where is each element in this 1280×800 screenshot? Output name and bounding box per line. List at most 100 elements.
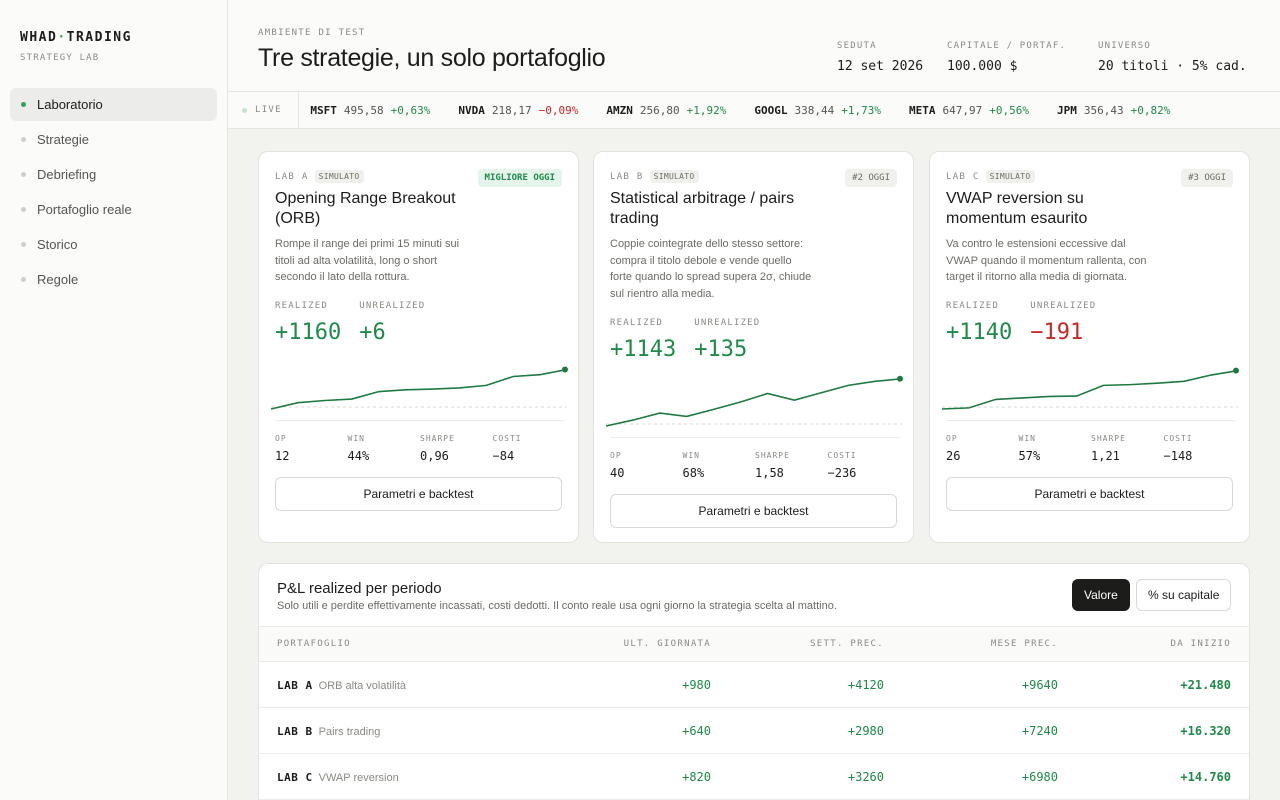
stat-value: 1,21 [1091,449,1120,463]
strategy-card-lab-a: LAB A SIMULATO MIGLIORE OGGI Opening Range … [258,151,579,543]
unrealized-value: −191 [1030,320,1084,345]
table-row[interactable]: LAB B Pairs trading +640 +2980 +7240 +16.320 [259,707,1249,754]
stat-label: WIN [1018,434,1036,443]
ticker-item[interactable]: JPM 356,43 +0,82% [1057,104,1170,117]
ticker-change: +1,92% [686,103,727,117]
parameters-backtest-button[interactable]: Parametri e backtest [946,477,1233,511]
ticker-item[interactable]: NVDA 218,17 −0,09% [458,104,578,117]
col-last-day[interactable]: ULT. GIORNATA [519,626,711,662]
parameters-backtest-button[interactable]: Parametri e backtest [275,477,562,511]
card-title: Statistical arbitrage / pairs trading [610,190,795,227]
stat-value: −236 [827,466,857,480]
since-start-cell: +21.480 [1058,661,1249,708]
stat-label: COSTI [492,434,522,443]
meta-session: SEDUTA 12 set 2026 [837,41,923,74]
ticker-price: 647,97 [942,103,983,117]
brand[interactable]: WHAD·TRADING STRATEGY LAB [20,30,132,63]
sidebar-item-portafoglio-reale[interactable]: Portafoglio reale [10,193,217,226]
meta-label: UNIVERSO [1098,41,1151,51]
environment-label: AMBIENTE DI TEST [258,28,366,38]
portfolio-name: VWAP reversion [318,771,399,784]
prev-week-cell: +4120 [711,661,884,708]
sidebar-item-storico[interactable]: Storico [10,228,217,261]
ticker-item[interactable]: MSFT 495,58 +0,63% [310,104,430,117]
sidebar-item-label: Laboratorio [37,97,103,112]
stat-value: −148 [1163,449,1193,463]
prev-month-cell: +9640 [884,661,1058,708]
realized-label: REALIZED [946,301,999,311]
stat-label: OP [610,451,622,460]
card-lab-header: LAB C SIMULATO [946,170,1035,183]
realized-value: +1140 [946,320,1013,345]
ticker-item[interactable]: AMZN 256,80 +1,92% [606,104,726,117]
nav-dot-icon [21,137,26,142]
stat-sharpe: SHARPE 0,96 [420,434,493,463]
stats-row: OP 40 WIN 68% SHARPE 1,58 COSTI −236 [610,437,900,480]
ticker-item[interactable]: GOOGL 338,44 +1,73% [754,104,881,117]
simulated-chip: SIMULATO [985,170,1035,183]
ticker-change: +1,73% [841,103,881,117]
stat-label: SHARPE [420,434,455,443]
sparkline-line [941,369,1239,410]
sidebar-item-regole[interactable]: Regole [10,263,217,296]
pnl-sparkline [941,367,1239,410]
ticker-symbol: JPM [1057,103,1077,117]
stat-sharpe: SHARPE 1,21 [1091,434,1164,463]
col-since-start[interactable]: DA INIZIO [1058,626,1249,662]
stat-costi: COSTI −236 [828,451,901,480]
sidebar-item-laboratorio[interactable]: Laboratorio [10,88,217,121]
rank-badge: #2 OGGI [845,169,897,187]
stat-value: 0,96 [420,449,449,463]
portfolio-code: LAB C [277,770,313,784]
lab-code: LAB B [610,171,644,182]
col-prev-month[interactable]: MESE PREC. [884,626,1058,662]
col-prev-week[interactable]: SETT. PREC. [711,626,884,662]
meta-value: 12 set 2026 [837,59,924,74]
pnl-summary: REALIZED +1160 UNREALIZED +6 [275,301,443,345]
sidebar-item-strategie[interactable]: Strategie [10,123,217,156]
card-title: Opening Range Breakout (ORB) [275,190,456,227]
unrealized-block: UNREALIZED +135 [694,318,760,362]
panel-subtitle: Solo utili e perdite effettivamente inca… [277,600,837,612]
toggle-percent-button[interactable]: % su capitale [1136,579,1232,611]
stat-label: SHARPE [1091,434,1126,443]
realized-label: REALIZED [610,318,663,328]
table-row[interactable]: LAB A ORB alta volatilità +980 +4120 +9640 +2… [259,661,1249,708]
toggle-value-button[interactable]: Valore [1072,579,1130,611]
unrealized-label: UNREALIZED [694,318,761,328]
ticker-item[interactable]: META 647,97 +0,56% [909,104,1029,117]
pnl-table: PORTAFOGLIO ULT. GIORNATA SETT. PREC. ME… [259,626,1249,800]
meta-label: CAPITALE / PORTAF. [947,41,1067,51]
col-portfolio[interactable]: PORTAFOGLIO [259,626,519,662]
card-lab-header: LAB A SIMULATO [275,170,364,183]
stat-value: 40 [610,466,625,480]
ticker-symbol: AMZN [606,103,633,117]
portfolio-code: LAB B [277,724,313,738]
sidebar-item-debriefing[interactable]: Debriefing [10,158,217,191]
live-dot-icon [242,107,247,113]
stat-value: 1,58 [755,466,784,480]
stat-label: WIN [682,451,700,460]
prev-week-cell: +3260 [711,753,884,800]
stat-sharpe: SHARPE 1,58 [755,451,828,480]
lab-code: LAB A [275,171,309,182]
ticker-price: 495,58 [343,103,384,117]
table-row[interactable]: LAB C VWAP reversion +820 +3260 +6980 +14.760 [259,753,1249,800]
stat-value: 68% [682,466,705,480]
sparkline-end-dot [1233,367,1239,374]
ticker-track: 5+1,72%MSFT495,58+0,63%NVDA218,17−0,09%A… [228,92,1198,128]
ticker-symbol: GOOGL [754,103,788,117]
last-day-cell: +820 [519,753,711,800]
stat-label: COSTI [1163,434,1193,443]
card-description: Va contro le estensioni eccessive dal VW… [946,238,1147,283]
last-day-cell: +640 [519,707,711,754]
simulated-chip: SIMULATO [649,170,699,183]
parameters-backtest-button[interactable]: Parametri e backtest [610,494,897,528]
stat-op: OP 26 [946,434,1019,463]
meta-capital: CAPITALE / PORTAF. 100.000 $ [947,41,1066,74]
realized-block: REALIZED +1143 [610,318,676,362]
rank-badge: MIGLIORE OGGI [477,169,562,187]
sidebar-item-label: Portafoglio reale [37,202,132,217]
stat-value: 12 [275,449,290,463]
prev-week-cell: +2980 [711,707,884,754]
